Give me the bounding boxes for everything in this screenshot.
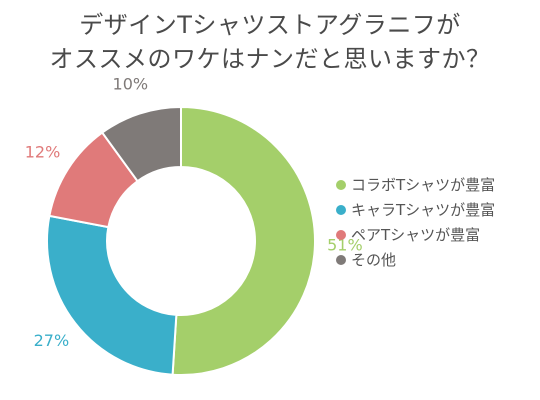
donut-slice-4 [100, 105, 182, 183]
chart-legend: コラボTシャツが豊富 キャラTシャツが豊富 ペアTシャツが豊富 その他 [336, 172, 495, 272]
slice-value-label-1: 51% [327, 236, 363, 255]
donut-slice-2 [46, 214, 178, 376]
donut-slice-1 [171, 105, 316, 376]
chart-title: デザインTシャツストアグラニフが オススメのワケはナンだと思いますか？ [0, 8, 540, 76]
slice-value-label-3: 12% [25, 143, 61, 162]
legend-item: その他 [336, 247, 495, 272]
legend-marker [336, 254, 346, 265]
slice-value-label-4: 10% [113, 75, 149, 94]
legend-item: コラボTシャツが豊富 [336, 172, 495, 197]
legend-item: ペアTシャツが豊富 [336, 222, 495, 247]
legend-item: キャラTシャツが豊富 [336, 197, 495, 222]
legend-label: ペアTシャツが豊富 [351, 226, 481, 244]
chart-title-line-2: オススメのワケはナンだと思いますか？ [49, 45, 491, 73]
slice-value-label-2: 27% [34, 331, 70, 350]
legend-marker [336, 179, 346, 190]
legend-label: キャラTシャツが豊富 [351, 201, 496, 219]
legend-label: その他 [351, 251, 397, 269]
legend-marker [336, 229, 346, 240]
legend-label: コラボTシャツが豊富 [351, 176, 496, 194]
legend-marker [336, 204, 346, 215]
chart-title-line-1: デザインTシャツストアグラニフが [79, 11, 461, 39]
